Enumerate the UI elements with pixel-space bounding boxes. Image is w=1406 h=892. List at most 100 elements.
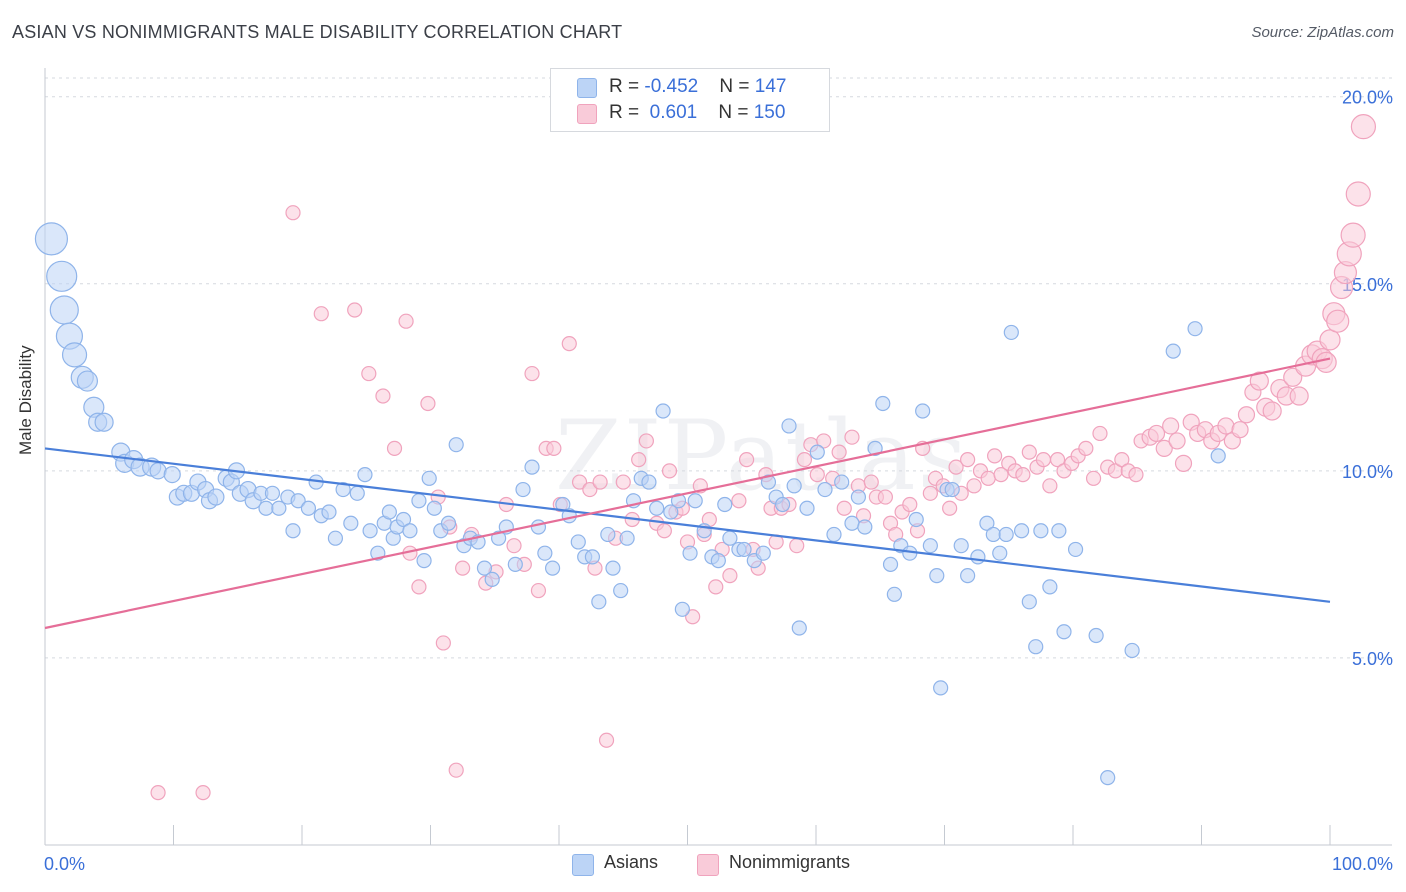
point-nonimmigrant-49 [708, 579, 724, 595]
r-value-nonimmigrants: 0.601 [644, 102, 698, 123]
y-tick-label-0: 5.0% [1352, 649, 1393, 669]
point-nonimmigrant-65 [816, 433, 832, 449]
point-nonimmigrant-21 [506, 538, 522, 554]
point-nonimmigrant-24 [530, 582, 547, 599]
point-asian-103 [760, 474, 777, 490]
point-nonimmigrant-131 [1262, 401, 1282, 421]
point-asian-105 [774, 496, 791, 513]
n-label-nonimmigrants: N = [718, 102, 754, 123]
point-asian-112 [826, 526, 842, 543]
point-nonimmigrant-148 [1345, 181, 1371, 207]
point-nonimmigrant-143 [1326, 309, 1350, 333]
point-nonimmigrant-84 [942, 500, 958, 516]
point-nonimmigrant-127 [1237, 406, 1256, 424]
point-nonimmigrant-135 [1289, 386, 1309, 406]
point-nonimmigrant-37 [631, 452, 647, 468]
point-asian-37 [300, 500, 317, 516]
point-nonimmigrant-100 [1049, 452, 1066, 468]
point-nonimmigrant-10 [411, 579, 427, 595]
correlation-stats-box: R = -0.452 N = 147 R = 0.601 N = 150 [550, 68, 830, 132]
point-nonimmigrant-115 [1155, 439, 1173, 458]
point-asian-89 [663, 504, 679, 520]
point-asian-46 [362, 523, 378, 539]
point-asian-65 [484, 571, 500, 587]
y-tick-label-2: 15.0% [1342, 275, 1393, 295]
point-asian-123 [908, 511, 924, 528]
point-asian-40 [321, 504, 337, 520]
point-nonimmigrant-118 [1174, 454, 1193, 472]
r-label-nonimmigrants: R = [609, 102, 645, 123]
point-nonimmigrant-26 [546, 440, 562, 457]
point-nonimmigrant-141 [1319, 329, 1341, 351]
point-asian-133 [979, 515, 995, 531]
point-asian-79 [591, 594, 607, 610]
point-asian-54 [411, 493, 427, 509]
point-nonimmigrant-28 [561, 336, 577, 352]
point-nonimmigrant-106 [1092, 425, 1108, 442]
point-nonimmigrant-69 [844, 429, 860, 445]
point-nonimmigrant-72 [863, 474, 879, 490]
point-nonimmigrant-104 [1078, 440, 1094, 457]
point-nonimmigrant-8 [398, 313, 414, 329]
point-nonimmigrant-90 [980, 470, 996, 486]
trend-line-asians [44, 447, 1331, 603]
point-asian-92 [682, 545, 698, 561]
point-asian-33 [271, 500, 287, 516]
n-value-asians: 147 [754, 76, 787, 97]
point-asian-57 [426, 500, 442, 516]
point-asian-132 [970, 549, 986, 565]
r-value-asians: -0.452 [644, 76, 699, 97]
point-asian-126 [929, 568, 945, 584]
point-asian-142 [1042, 579, 1058, 595]
point-nonimmigrant-1 [195, 785, 211, 801]
point-nonimmigrant-88 [966, 478, 982, 494]
legend-swatch-asians [572, 854, 594, 876]
point-nonimmigrant-67 [831, 444, 847, 460]
point-nonimmigrant-116 [1162, 417, 1180, 435]
point-asian-16 [163, 465, 181, 484]
point-asian-100 [736, 541, 752, 558]
point-nonimmigrant-140 [1315, 351, 1337, 373]
point-asian-116 [857, 519, 873, 535]
point-nonimmigrant-2 [285, 205, 301, 221]
point-nonimmigrant-16 [455, 560, 471, 576]
point-asian-150 [1187, 321, 1203, 337]
point-asian-137 [1003, 324, 1019, 341]
point-asian-70 [524, 459, 540, 475]
point-asian-81 [605, 560, 621, 576]
point-asian-9 [94, 412, 114, 432]
point-nonimmigrant-52 [731, 493, 747, 509]
point-nonimmigrant-41 [661, 463, 678, 479]
point-nonimmigrant-45 [685, 609, 701, 625]
y-axis-label: Male Disability [16, 345, 35, 455]
point-asian-43 [343, 515, 359, 531]
stats-swatch-nonimmigrants [577, 104, 597, 124]
point-nonimmigrant-114 [1147, 424, 1166, 443]
point-asian-78 [584, 549, 601, 565]
point-asian-115 [850, 489, 867, 505]
point-nonimmigrant-29 [571, 474, 588, 490]
point-nonimmigrant-109 [1114, 452, 1130, 468]
point-nonimmigrant-129 [1249, 371, 1269, 391]
point-nonimmigrant-96 [1021, 444, 1037, 460]
point-asian-102 [755, 545, 771, 561]
legend-label-asians: Asians [604, 852, 659, 872]
y-tick-label-3: 20.0% [1342, 88, 1393, 108]
point-nonimmigrant-4 [347, 302, 363, 318]
point-asian-55 [416, 553, 432, 569]
point-asian-0 [34, 222, 69, 256]
point-nonimmigrant-61 [789, 538, 805, 554]
point-nonimmigrant-11 [420, 395, 436, 412]
point-nonimmigrant-81 [922, 485, 938, 501]
watermark-text: ZIPatlas [555, 400, 969, 512]
point-nonimmigrant-62 [796, 452, 813, 468]
point-asian-87 [649, 500, 665, 516]
point-asian-49 [381, 504, 397, 520]
point-asian-120 [886, 586, 902, 602]
point-asian-82 [613, 582, 629, 599]
point-nonimmigrant-7 [386, 440, 403, 457]
point-asian-74 [555, 496, 571, 513]
point-nonimmigrant-32 [592, 474, 608, 490]
point-nonimmigrant-6 [375, 388, 391, 404]
